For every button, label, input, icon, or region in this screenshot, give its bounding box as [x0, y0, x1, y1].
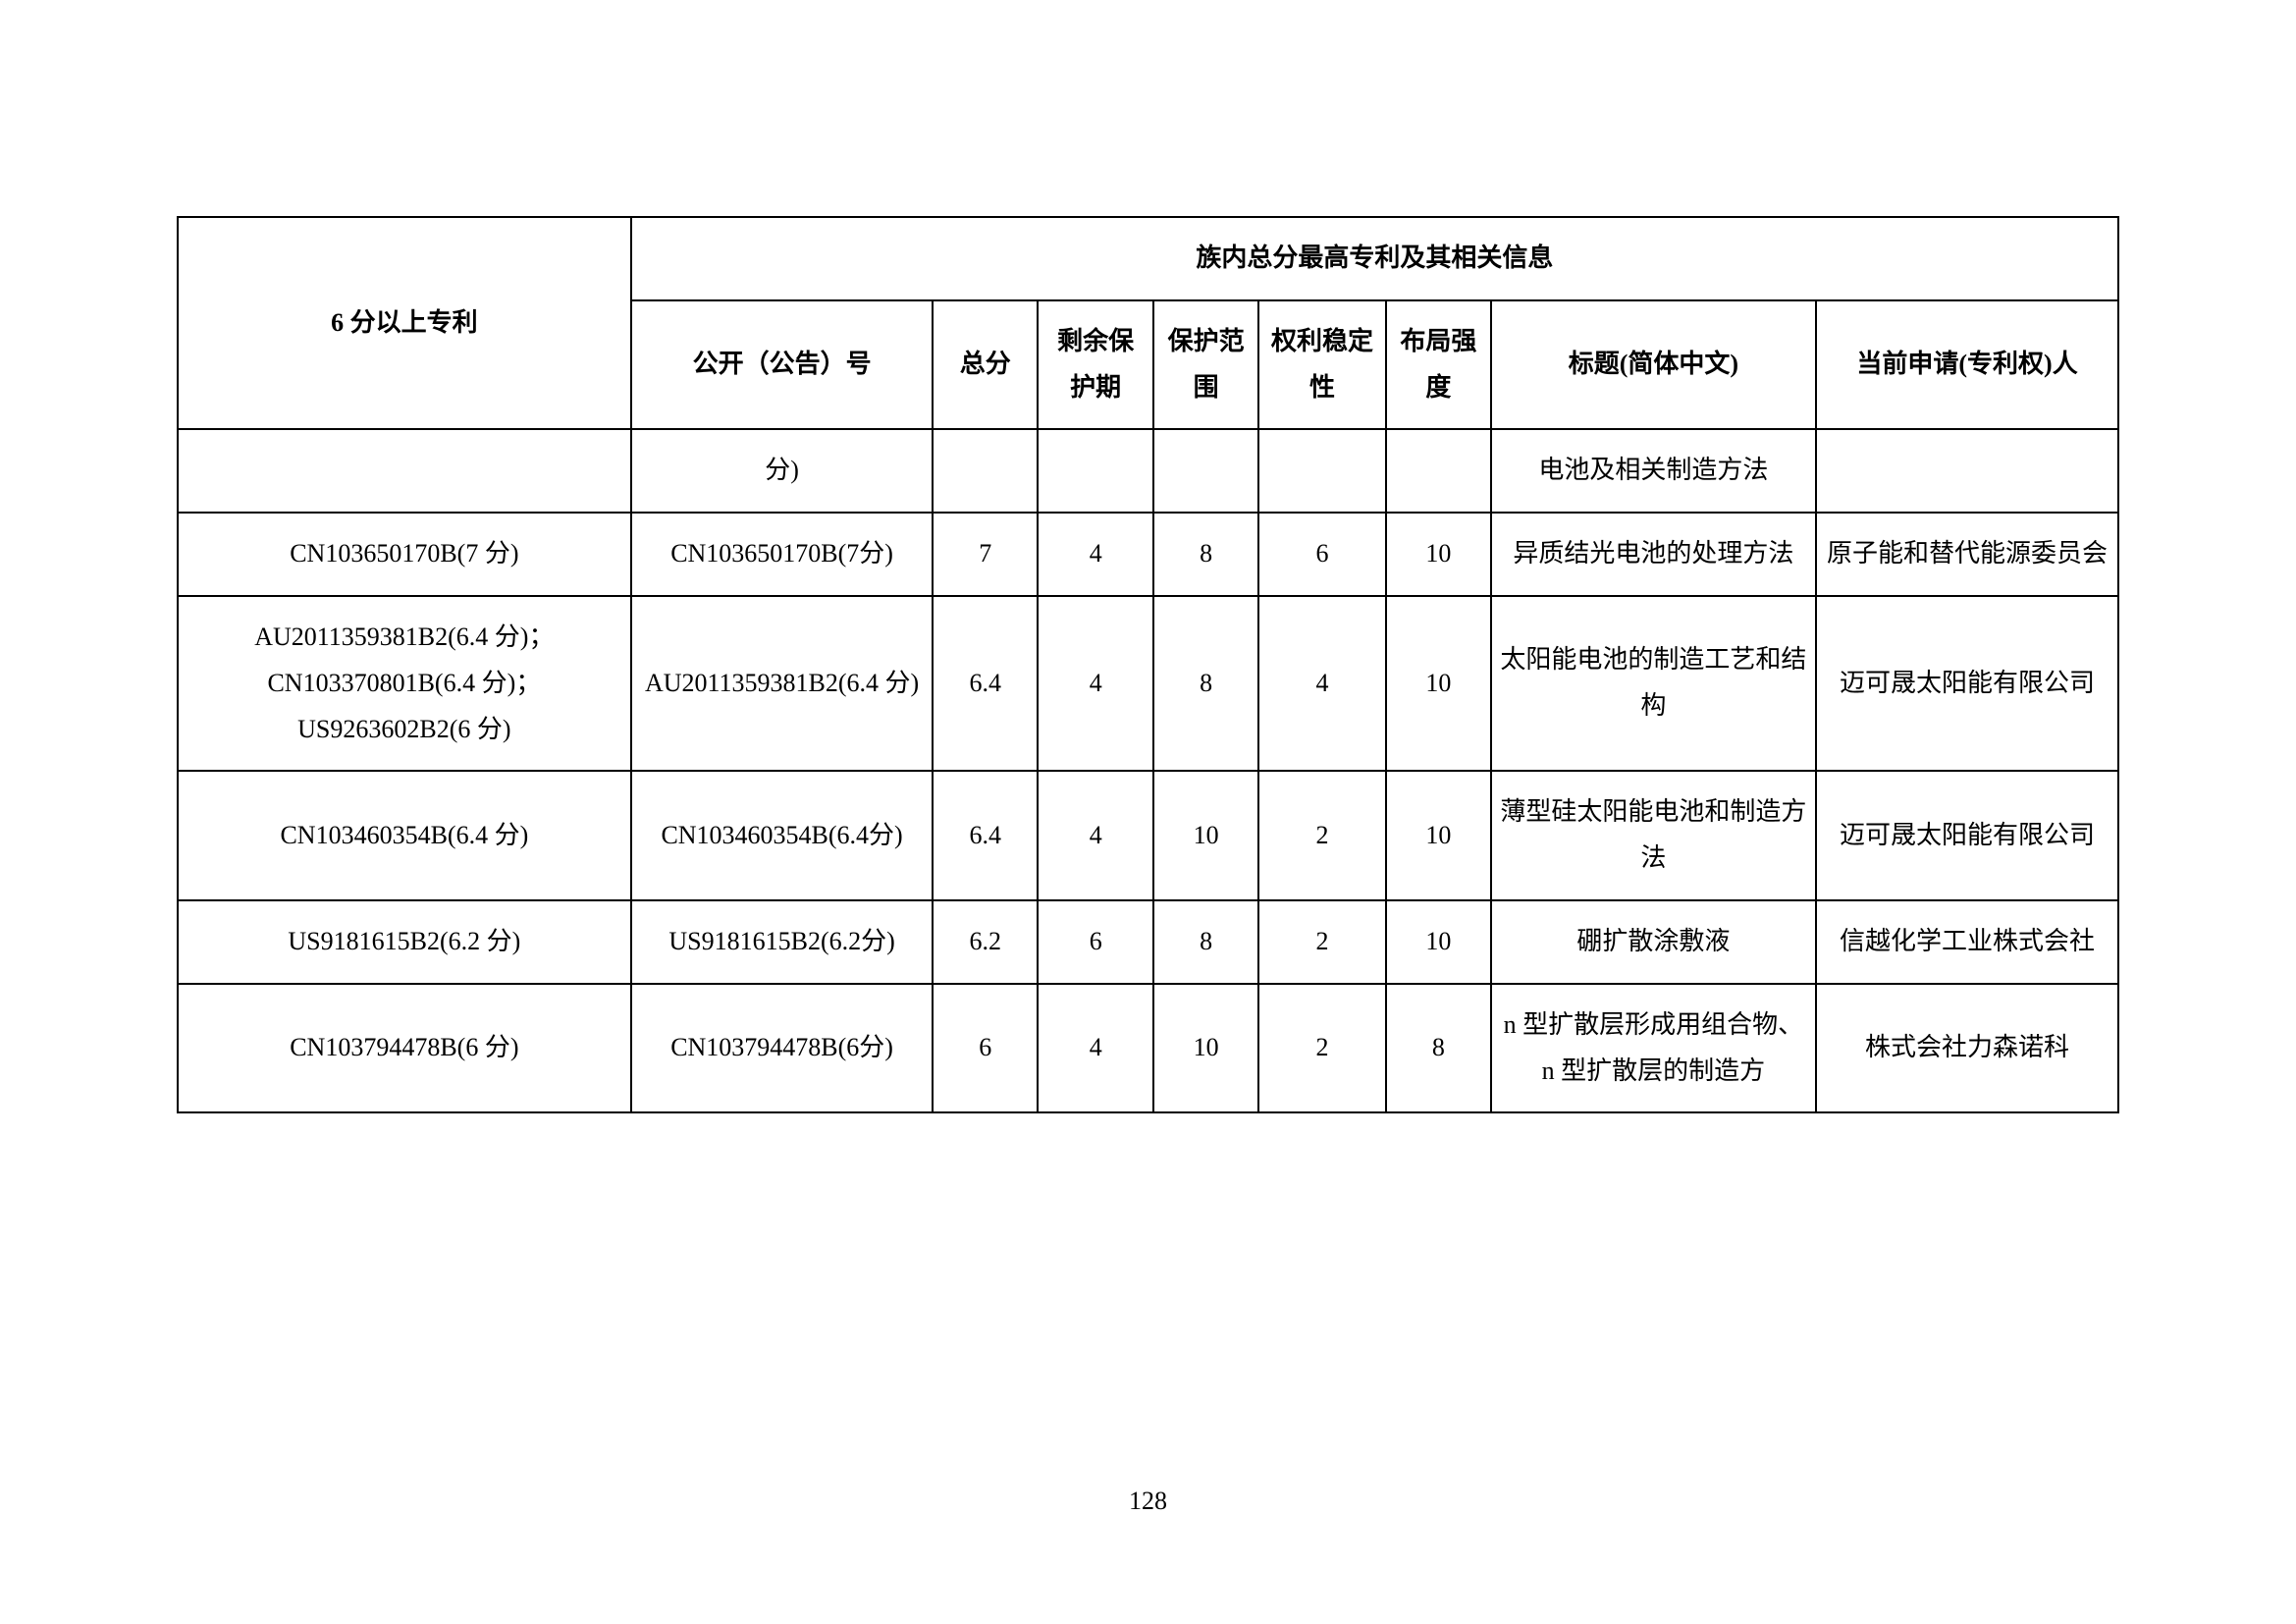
cell-pubno: US9181615B2(6.2分)	[631, 900, 934, 984]
cell-remain: 4	[1038, 513, 1153, 596]
cell-layout: 10	[1386, 771, 1491, 900]
header-pubno: 公开（公告）号	[631, 300, 934, 430]
cell-layout: 10	[1386, 513, 1491, 596]
cell-layout: 10	[1386, 596, 1491, 771]
table-body: 分) 电池及相关制造方法 CN103650170B(7 分) CN1036501…	[178, 429, 2118, 1112]
cell-remain: 4	[1038, 984, 1153, 1113]
cell-applicant: 原子能和替代能源委员会	[1816, 513, 2118, 596]
cell-stable: 4	[1258, 596, 1386, 771]
patent-table: 6 分以上专利 族内总分最高专利及其相关信息 公开（公告）号 总分 剩余保护期 …	[177, 216, 2119, 1113]
cell-pubno: CN103794478B(6分)	[631, 984, 934, 1113]
cell-pubno: 分)	[631, 429, 934, 513]
cell-protect: 10	[1153, 984, 1258, 1113]
cell-total	[933, 429, 1038, 513]
header-stable: 权利稳定性	[1258, 300, 1386, 430]
cell-total: 6.4	[933, 596, 1038, 771]
table-row: CN103650170B(7 分) CN103650170B(7分) 7 4 8…	[178, 513, 2118, 596]
header-merged: 族内总分最高专利及其相关信息	[631, 217, 2118, 300]
cell-applicant: 迈可晟太阳能有限公司	[1816, 771, 2118, 900]
cell-applicant: 迈可晟太阳能有限公司	[1816, 596, 2118, 771]
cell-applicant	[1816, 429, 2118, 513]
cell-stable: 2	[1258, 984, 1386, 1113]
header-patents: 6 分以上专利	[178, 217, 631, 429]
header-total: 总分	[933, 300, 1038, 430]
cell-protect: 8	[1153, 513, 1258, 596]
page-number: 128	[0, 1487, 2296, 1516]
page-container: 6 分以上专利 族内总分最高专利及其相关信息 公开（公告）号 总分 剩余保护期 …	[0, 0, 2296, 1113]
cell-pubno: AU2011359381B2(6.4 分)	[631, 596, 934, 771]
header-remain: 剩余保护期	[1038, 300, 1153, 430]
table-row: US9181615B2(6.2 分) US9181615B2(6.2分) 6.2…	[178, 900, 2118, 984]
cell-protect: 8	[1153, 900, 1258, 984]
cell-title: 硼扩散涂敷液	[1491, 900, 1816, 984]
cell-remain: 4	[1038, 596, 1153, 771]
cell-remain: 4	[1038, 771, 1153, 900]
header-applicant: 当前申请(专利权)人	[1816, 300, 2118, 430]
table-row: CN103460354B(6.4 分) CN103460354B(6.4分) 6…	[178, 771, 2118, 900]
cell-layout	[1386, 429, 1491, 513]
cell-stable: 2	[1258, 771, 1386, 900]
table-row: 分) 电池及相关制造方法	[178, 429, 2118, 513]
cell-applicant: 信越化学工业株式会社	[1816, 900, 2118, 984]
cell-total: 7	[933, 513, 1038, 596]
cell-title: 异质结光电池的处理方法	[1491, 513, 1816, 596]
cell-protect: 8	[1153, 596, 1258, 771]
cell-patents: CN103460354B(6.4 分)	[178, 771, 631, 900]
cell-protect	[1153, 429, 1258, 513]
table-row: CN103794478B(6 分) CN103794478B(6分) 6 4 1…	[178, 984, 2118, 1113]
cell-stable: 2	[1258, 900, 1386, 984]
cell-title: 电池及相关制造方法	[1491, 429, 1816, 513]
cell-patents: CN103794478B(6 分)	[178, 984, 631, 1113]
cell-total: 6.4	[933, 771, 1038, 900]
header-row-1: 6 分以上专利 族内总分最高专利及其相关信息	[178, 217, 2118, 300]
cell-patents: US9181615B2(6.2 分)	[178, 900, 631, 984]
cell-layout: 8	[1386, 984, 1491, 1113]
cell-stable	[1258, 429, 1386, 513]
cell-applicant: 株式会社力森诺科	[1816, 984, 2118, 1113]
header-protect: 保护范围	[1153, 300, 1258, 430]
table-header: 6 分以上专利 族内总分最高专利及其相关信息 公开（公告）号 总分 剩余保护期 …	[178, 217, 2118, 429]
cell-total: 6.2	[933, 900, 1038, 984]
cell-pubno: CN103460354B(6.4分)	[631, 771, 934, 900]
cell-patents	[178, 429, 631, 513]
cell-title: 太阳能电池的制造工艺和结构	[1491, 596, 1816, 771]
cell-pubno: CN103650170B(7分)	[631, 513, 934, 596]
cell-layout: 10	[1386, 900, 1491, 984]
header-layout: 布局强度	[1386, 300, 1491, 430]
cell-remain: 6	[1038, 900, 1153, 984]
cell-protect: 10	[1153, 771, 1258, 900]
cell-stable: 6	[1258, 513, 1386, 596]
table-row: AU2011359381B2(6.4 分)；CN103370801B(6.4 分…	[178, 596, 2118, 771]
cell-remain	[1038, 429, 1153, 513]
cell-title: 薄型硅太阳能电池和制造方法	[1491, 771, 1816, 900]
cell-patents: CN103650170B(7 分)	[178, 513, 631, 596]
cell-patents: AU2011359381B2(6.4 分)；CN103370801B(6.4 分…	[178, 596, 631, 771]
header-title: 标题(简体中文)	[1491, 300, 1816, 430]
cell-total: 6	[933, 984, 1038, 1113]
cell-title: n 型扩散层形成用组合物、n 型扩散层的制造方	[1491, 984, 1816, 1113]
